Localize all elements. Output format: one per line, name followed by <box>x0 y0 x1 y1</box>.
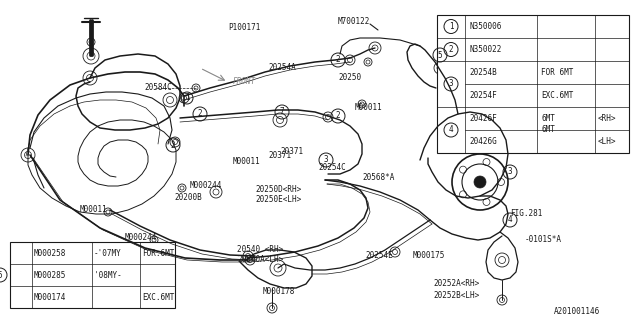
Text: <RH>: <RH> <box>598 114 616 123</box>
Text: 20200B: 20200B <box>174 194 202 203</box>
Text: M000174: M000174 <box>34 292 67 301</box>
Text: 5: 5 <box>0 270 3 279</box>
Text: M000175: M000175 <box>413 251 445 260</box>
Text: FIG.281: FIG.281 <box>510 209 542 218</box>
Text: 20252A<RH>: 20252A<RH> <box>433 279 479 289</box>
Bar <box>10 242 175 308</box>
Text: 3: 3 <box>324 156 328 164</box>
Text: 20254C: 20254C <box>318 163 346 172</box>
Text: <LH>: <LH> <box>598 137 616 146</box>
Text: -0101S*A: -0101S*A <box>525 236 562 244</box>
Text: -'07MY: -'07MY <box>94 249 122 258</box>
Text: 20250D<RH>: 20250D<RH> <box>255 185 301 194</box>
Text: 20568*A: 20568*A <box>362 172 394 181</box>
Text: N350006: N350006 <box>469 22 501 31</box>
Text: 3: 3 <box>449 79 453 89</box>
Text: 20254E: 20254E <box>365 251 393 260</box>
Text: FOR.6MT: FOR.6MT <box>142 249 174 258</box>
Text: M00011: M00011 <box>80 205 108 214</box>
Text: M000285: M000285 <box>34 270 67 279</box>
Text: '08MY-: '08MY- <box>94 270 122 279</box>
Text: 20371: 20371 <box>268 150 292 159</box>
Text: EXC.6MT: EXC.6MT <box>142 292 174 301</box>
Text: 2: 2 <box>449 45 453 54</box>
Text: 20540 <RH>: 20540 <RH> <box>237 245 284 254</box>
Text: 20540A<LH>: 20540A<LH> <box>237 255 284 265</box>
Text: 4: 4 <box>508 215 512 225</box>
Circle shape <box>474 176 486 188</box>
Text: 6MT: 6MT <box>541 125 555 134</box>
Text: 5: 5 <box>438 51 442 60</box>
Text: N350022: N350022 <box>469 45 501 54</box>
Text: M000178: M000178 <box>263 287 296 297</box>
Text: 20371: 20371 <box>280 148 303 156</box>
Text: M00011: M00011 <box>355 103 383 113</box>
Text: 7: 7 <box>280 108 284 116</box>
Text: 1: 1 <box>185 93 189 102</box>
Text: 20584C: 20584C <box>144 83 172 92</box>
Text: 20254F: 20254F <box>469 91 497 100</box>
Text: 20254B: 20254B <box>469 68 497 77</box>
Text: 20254A: 20254A <box>268 63 296 73</box>
Text: P100171: P100171 <box>228 23 260 33</box>
Text: M00011: M00011 <box>233 157 260 166</box>
Text: 20426F: 20426F <box>469 114 497 123</box>
Text: 2: 2 <box>336 55 340 65</box>
Text: 3: 3 <box>508 167 512 177</box>
Text: 20250E<LH>: 20250E<LH> <box>255 195 301 204</box>
Text: 20252B<LH>: 20252B<LH> <box>433 291 479 300</box>
Text: 20250: 20250 <box>338 74 361 83</box>
Text: 2: 2 <box>198 109 202 118</box>
Text: FOR 6MT: FOR 6MT <box>541 68 573 77</box>
Text: M000258: M000258 <box>34 249 67 258</box>
Text: 20426G: 20426G <box>469 137 497 146</box>
Text: 2: 2 <box>171 140 175 149</box>
Bar <box>437 15 629 153</box>
Text: 2: 2 <box>336 111 340 121</box>
Text: 4: 4 <box>449 125 453 134</box>
Text: EXC.6MT: EXC.6MT <box>541 91 573 100</box>
Text: 1: 1 <box>449 22 453 31</box>
Text: A201001146: A201001146 <box>554 308 600 316</box>
Text: M700122: M700122 <box>338 18 371 27</box>
Text: M000244: M000244 <box>190 180 222 189</box>
Text: 6MT: 6MT <box>541 114 555 123</box>
Text: FRONT: FRONT <box>233 77 256 86</box>
Text: M000244: M000244 <box>125 234 157 243</box>
